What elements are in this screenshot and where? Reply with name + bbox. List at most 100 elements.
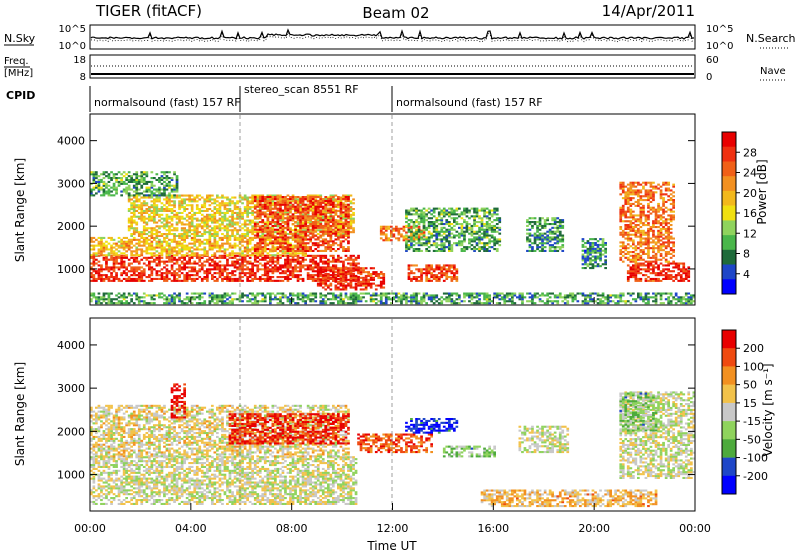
power-cell	[390, 235, 393, 238]
power-cell	[190, 233, 194, 236]
power-cell	[127, 246, 131, 249]
power-cell	[248, 219, 252, 222]
power-cell	[135, 194, 139, 197]
power-cell	[150, 260, 154, 263]
power-cell	[286, 244, 290, 247]
power-cell	[281, 244, 285, 247]
power-cell	[344, 230, 348, 233]
power-cell	[296, 215, 300, 218]
power-cell	[632, 264, 635, 267]
power-cell	[137, 206, 141, 209]
power-cell	[316, 221, 320, 224]
power-cell	[581, 249, 585, 252]
power-cell	[188, 204, 191, 207]
power-cell	[266, 221, 270, 224]
power-cell	[490, 213, 494, 216]
power-cell	[132, 268, 136, 271]
power-cell	[145, 182, 149, 185]
power-cell	[367, 273, 370, 276]
power-cell	[430, 224, 433, 227]
power-cell	[228, 209, 232, 212]
power-cell	[266, 252, 270, 255]
power-cell	[233, 277, 237, 280]
power-cell	[301, 252, 305, 255]
power-cell	[319, 219, 323, 222]
power-cell	[251, 213, 254, 216]
power-cell	[170, 209, 174, 212]
power-cell	[165, 223, 169, 226]
power-cell	[473, 219, 476, 222]
power-cell	[238, 279, 242, 282]
power-cell	[490, 240, 494, 243]
power-cell	[276, 258, 280, 261]
power-cell	[165, 194, 169, 197]
power-cell	[294, 244, 297, 247]
power-cell	[158, 260, 161, 263]
power-cell	[337, 277, 340, 280]
power-cell	[251, 266, 254, 269]
power-cell	[188, 250, 191, 253]
power-cell	[97, 182, 101, 185]
power-cell	[110, 279, 113, 282]
power-cell	[185, 274, 189, 277]
power-cell	[253, 246, 257, 249]
power-cell	[425, 242, 428, 245]
power-cell	[261, 207, 265, 210]
power-cell	[284, 248, 287, 251]
power-cell	[173, 240, 176, 243]
power-cell	[407, 248, 411, 251]
power-cell	[231, 209, 234, 212]
power-cell	[321, 201, 325, 204]
power-cell	[294, 274, 297, 277]
power-cell	[629, 272, 633, 275]
power-cell	[299, 209, 302, 212]
power-cell	[203, 231, 207, 234]
power-cell	[465, 209, 469, 212]
power-cell	[556, 236, 560, 239]
power-cell	[213, 215, 217, 218]
power-cell	[218, 227, 222, 230]
power-cell	[548, 249, 552, 252]
power-cell	[551, 226, 554, 229]
power-cell	[327, 286, 330, 289]
power-cell	[256, 231, 260, 234]
power-cell	[236, 215, 239, 218]
power-cell	[178, 194, 181, 197]
power-cell	[253, 228, 257, 231]
power-cell	[274, 215, 277, 218]
power-cell	[306, 199, 310, 202]
power-cell	[221, 270, 224, 273]
power-cell	[347, 240, 350, 243]
power-cell	[158, 208, 161, 211]
power-cell	[407, 230, 411, 233]
power-cell	[435, 268, 439, 271]
power-cell	[100, 264, 103, 267]
power-cell	[155, 236, 159, 239]
power-cell	[311, 266, 315, 269]
power-cell	[208, 215, 212, 218]
power-cell	[180, 202, 184, 205]
power-cell	[130, 250, 133, 253]
power-cell	[185, 248, 189, 251]
power-cell	[193, 242, 197, 245]
power-cell	[117, 240, 121, 243]
power-cell	[97, 180, 101, 183]
power-cell	[153, 188, 156, 191]
power-cell	[107, 236, 111, 239]
power-cell	[193, 217, 197, 220]
power-cell	[299, 199, 302, 202]
power-cell	[223, 236, 227, 239]
power-cell	[344, 258, 348, 261]
power-cell	[170, 225, 174, 228]
power-cell	[92, 244, 96, 247]
power-cell	[261, 264, 265, 267]
power-cell	[455, 272, 459, 275]
power-cell	[130, 178, 133, 181]
power-cell	[647, 264, 650, 267]
power-cell	[271, 240, 275, 243]
power-cell	[332, 209, 335, 212]
power-cell	[342, 198, 345, 201]
power-cell	[427, 221, 431, 224]
power-cell	[137, 272, 141, 275]
power-cell	[405, 211, 408, 214]
